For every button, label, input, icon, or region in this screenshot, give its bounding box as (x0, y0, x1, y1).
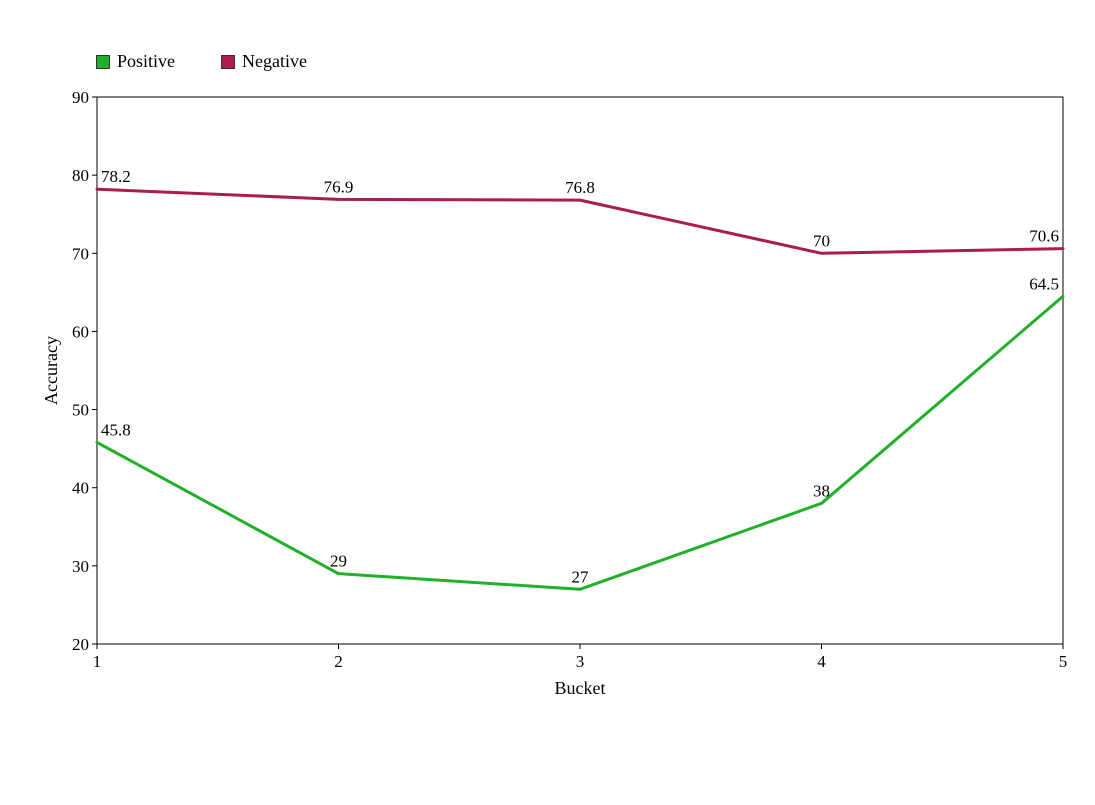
y-axis: 20 30 40 50 60 70 80 90 (72, 88, 97, 654)
x-tick-label: 4 (817, 652, 826, 671)
x-axis-title: Bucket (555, 678, 606, 698)
data-label-negative: 70.6 (1029, 227, 1059, 246)
data-point-negative (95, 187, 99, 191)
data-label-positive: 45.8 (101, 420, 131, 439)
data-label-negative: 78.2 (101, 167, 131, 186)
legend-swatch-positive (96, 54, 110, 69)
data-label-positive: 27 (572, 567, 590, 586)
plot-border (96, 96, 1064, 645)
data-point-positive (1061, 294, 1065, 298)
x-tick-label: 2 (334, 652, 343, 671)
y-tick-label: 90 (72, 88, 89, 107)
data-label-negative: 70 (813, 231, 830, 250)
data-label-positive: 38 (813, 481, 830, 500)
x-tick-label: 3 (576, 652, 585, 671)
data-point-negative (337, 197, 340, 201)
chart-legend: Positive Negative (96, 51, 353, 72)
plot-frame (96, 96, 1064, 645)
data-point-positive (95, 440, 99, 444)
legend-item-negative: Negative (221, 51, 307, 72)
y-tick-label: 30 (72, 557, 89, 576)
data-label-negative: 76.9 (324, 177, 354, 196)
y-tick-label: 70 (72, 244, 89, 263)
legend-item-positive: Positive (96, 51, 175, 72)
data-point-positive (578, 587, 582, 591)
data-point-negative (1061, 247, 1065, 251)
series-layer: 45.8 29 27 38 64.5 78.2 76.9 76.8 70 70.6 (95, 167, 1065, 591)
data-point-negative (820, 251, 823, 255)
data-label-positive: 64.5 (1029, 274, 1059, 293)
y-tick-label: 40 (72, 479, 89, 498)
y-tick-label: 60 (72, 322, 89, 341)
x-axis: 1 2 3 4 5 (93, 644, 1068, 671)
y-tick-label: 20 (72, 635, 89, 654)
legend-label-negative: Negative (242, 51, 307, 71)
data-label-negative: 76.8 (565, 178, 595, 197)
data-point-negative (578, 198, 582, 202)
x-tick-label: 1 (93, 652, 102, 671)
legend-label-positive: Positive (117, 51, 176, 71)
legend-swatch-negative (221, 54, 236, 69)
data-label-positive: 29 (330, 552, 347, 571)
data-point-positive (820, 501, 823, 505)
data-point-positive (337, 572, 340, 576)
y-axis-title: Accuracy (41, 336, 61, 405)
y-tick-label: 50 (72, 401, 89, 420)
series-line-positive (96, 295, 1064, 591)
x-tick-label: 5 (1059, 652, 1068, 671)
y-tick-label: 80 (72, 166, 89, 185)
